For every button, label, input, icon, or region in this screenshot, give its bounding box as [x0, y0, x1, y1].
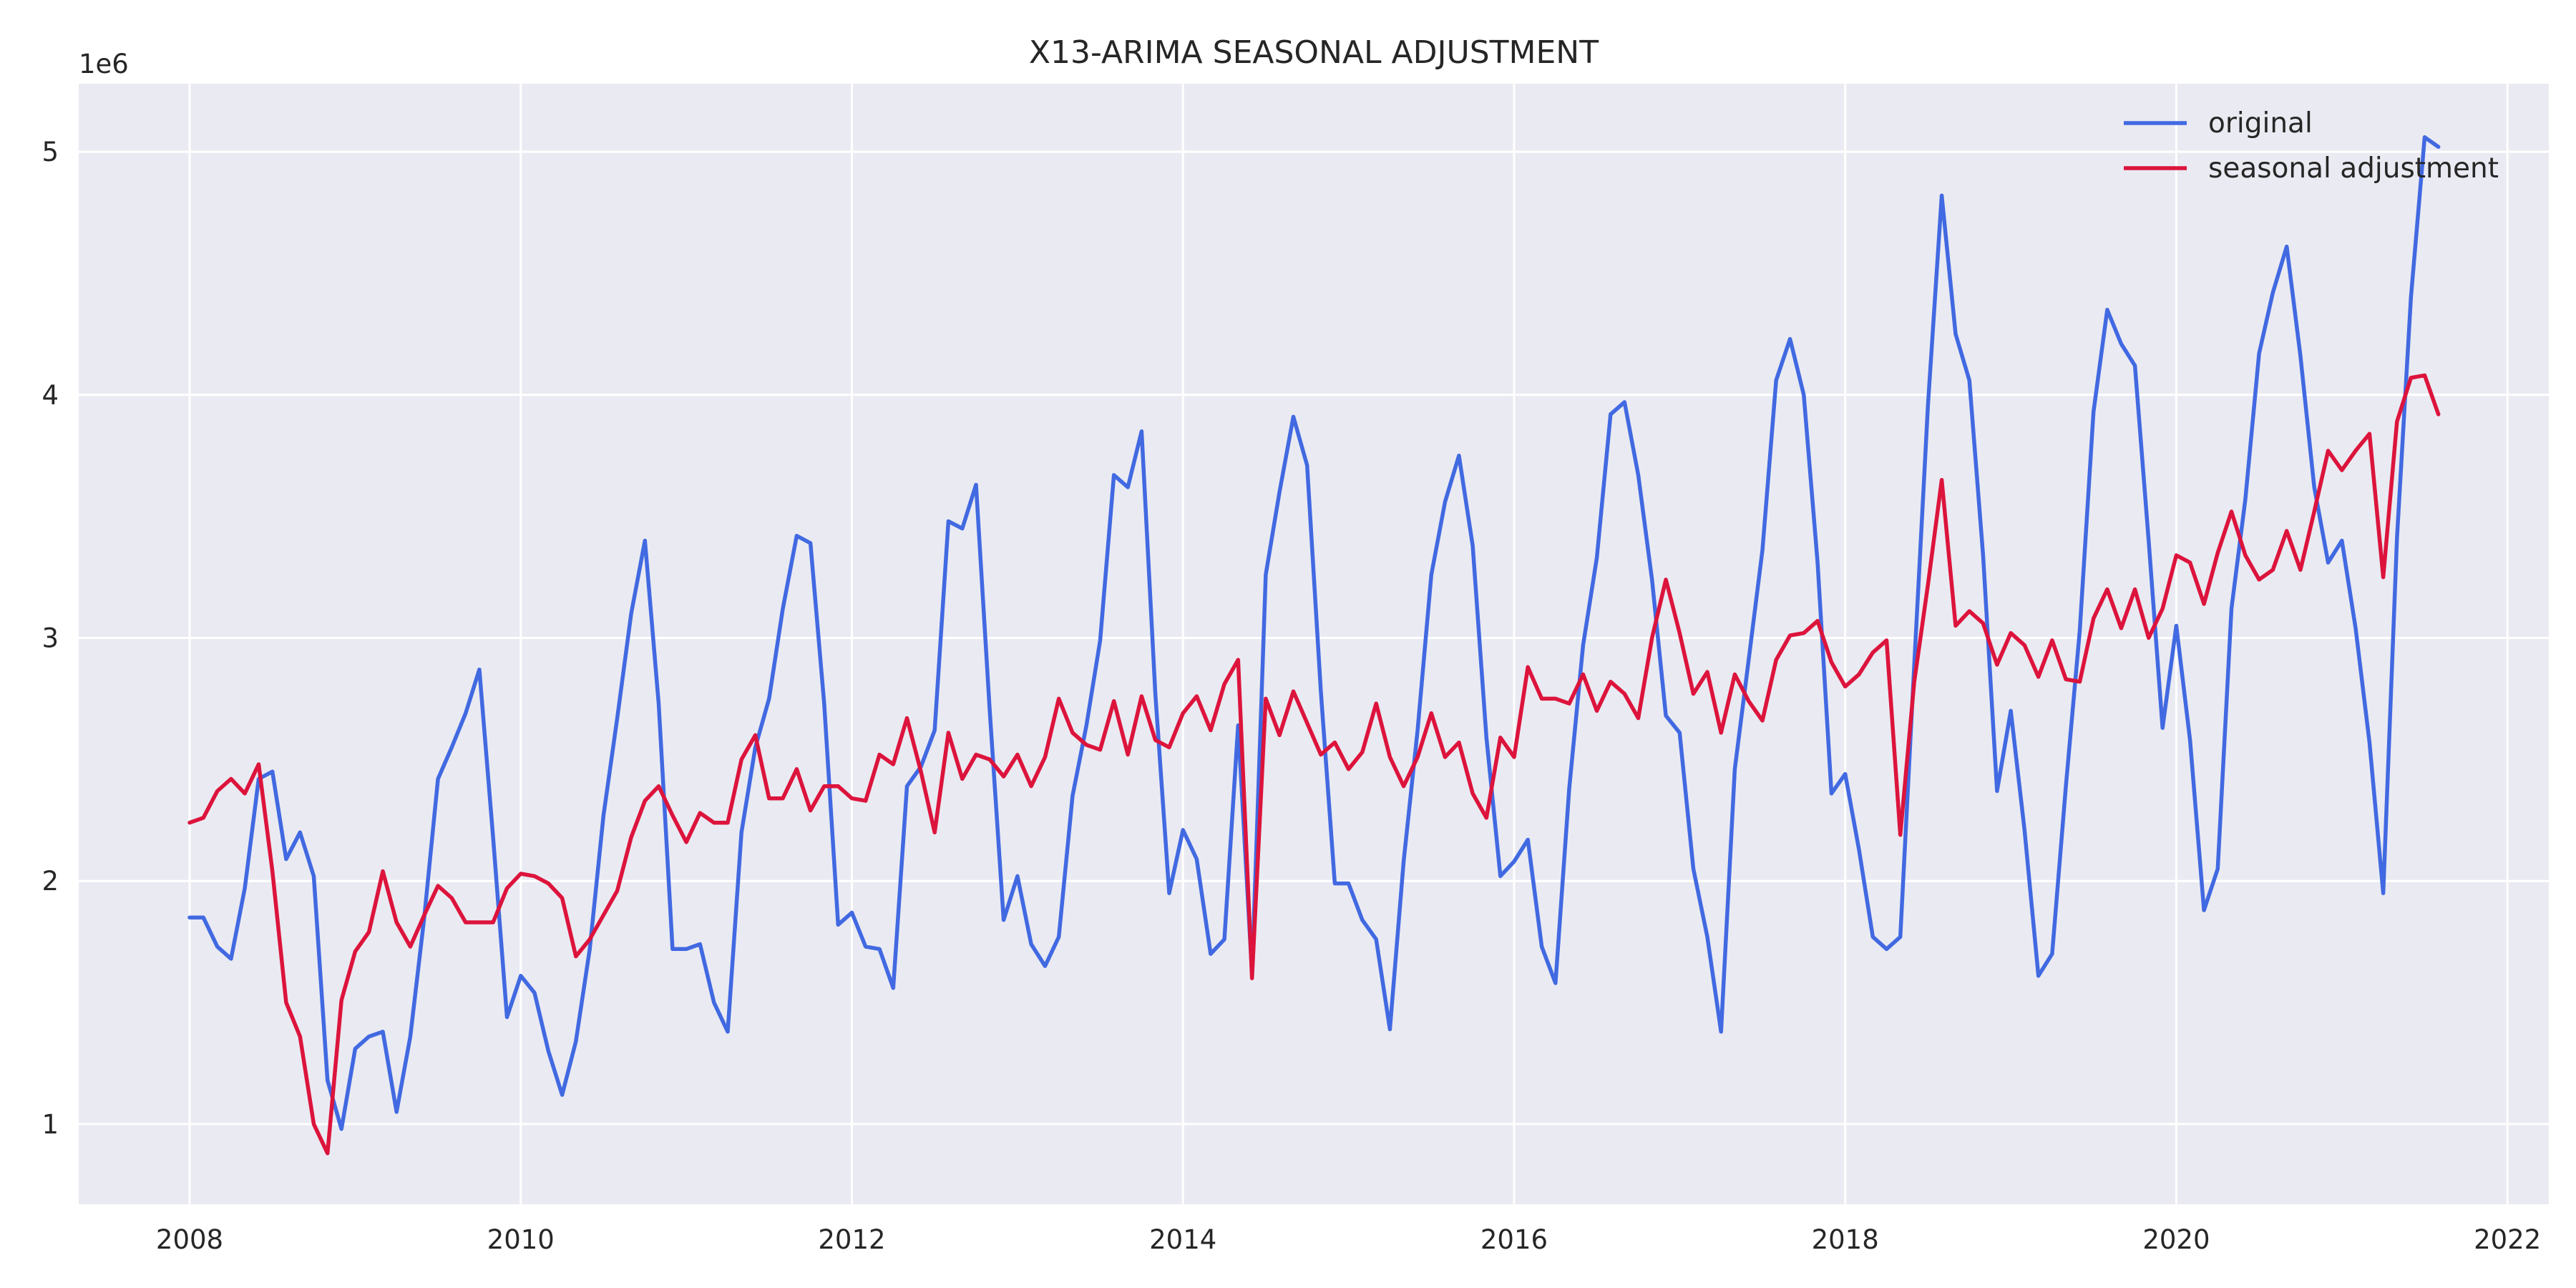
chart-title: X13-ARIMA SEASONAL ADJUSTMENT	[1029, 34, 1599, 71]
series-lines	[187, 135, 2441, 1156]
x-tick-label: 2010	[487, 1224, 555, 1255]
x-tick-label: 2014	[1149, 1224, 1216, 1255]
x-axis-ticks: 2008 2010 2012 2014 2016 2018 2020 2022	[156, 1224, 2541, 1255]
x-tick-label: 2018	[1812, 1224, 1879, 1255]
y-tick-label: 4	[42, 380, 59, 411]
legend-label-seasonal-adjustment: seasonal adjustment	[2208, 152, 2499, 185]
y-tick-label: 1	[42, 1109, 59, 1140]
y-axis-ticks: 1 2 3 4 5	[42, 137, 59, 1140]
y-axis-offset-label: 1e6	[79, 49, 129, 79]
x-tick-label: 2022	[2474, 1224, 2541, 1255]
x-tick-label: 2020	[2142, 1224, 2210, 1255]
y-tick-label: 2	[42, 866, 59, 897]
gridlines	[79, 84, 2549, 1204]
y-tick-label: 3	[42, 623, 59, 654]
x-tick-label: 2012	[818, 1224, 885, 1255]
legend-label-original: original	[2208, 107, 2313, 140]
x-tick-label: 2008	[156, 1224, 223, 1255]
legend: original seasonal adjustment	[2124, 107, 2499, 185]
plot-area	[79, 84, 2549, 1204]
series-line-seasonal-adjustment	[187, 373, 2441, 1156]
x-tick-label: 2016	[1480, 1224, 1548, 1255]
y-tick-label: 5	[42, 137, 59, 167]
series-line-original	[187, 135, 2441, 1131]
